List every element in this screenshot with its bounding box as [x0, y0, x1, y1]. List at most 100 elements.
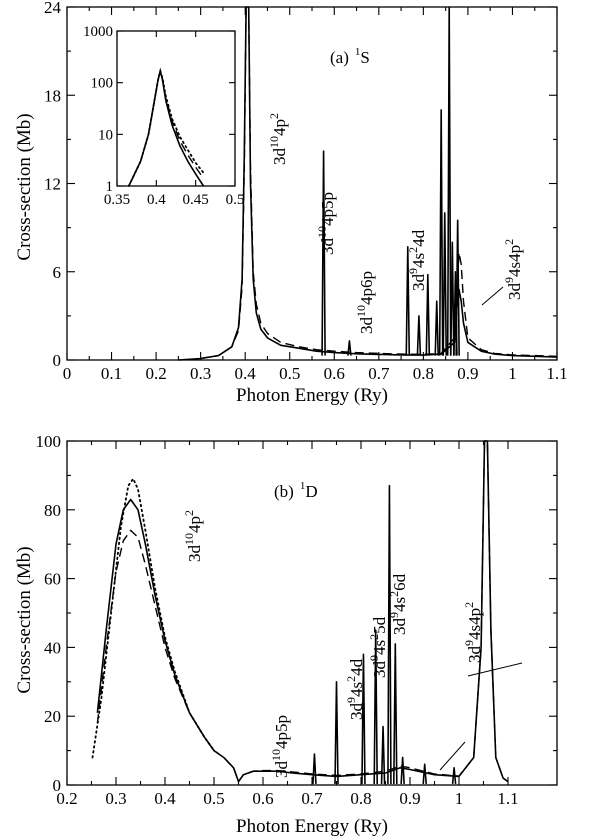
panel-b-series-solid [96, 440, 509, 783]
panel-a-ytick-label: 12 [44, 175, 61, 194]
panel-b-resonance-3 [373, 629, 378, 784]
panel-a-xtick-label: 0.4 [235, 364, 257, 383]
panel-b-resonance-9 [451, 766, 457, 785]
panel-b-annotation-4-sup2: 2 [387, 591, 401, 597]
panel-a-xtick-label: 0 [63, 364, 72, 383]
panel-a-resonance-0 [321, 150, 326, 356]
panel-a-label-letter: (a) [330, 48, 349, 67]
panel-a-xlabel: Photon Energy (Ry) [236, 385, 388, 406]
panel-b-annotation-0-sup2: 2 [182, 510, 196, 516]
panel-a-annotation-1-pre: 3d [318, 238, 337, 256]
panel-b-annotation-3-sup: 9 [367, 655, 381, 661]
panel-b-ytick-label: 100 [36, 432, 62, 451]
panel-a-ytick-label: 6 [53, 263, 62, 282]
panel-b-annotation-2: 3d94s24d [344, 658, 366, 720]
panel-a-xtick-label: 1.1 [546, 364, 567, 383]
panel-b-annotation-1-mid: 4p5p [272, 715, 291, 749]
panel-b-resonance-6 [393, 643, 398, 784]
panel-b-xtick-label: 1.1 [497, 789, 518, 808]
panel-a-ytick-label: 0 [53, 351, 62, 370]
panel-b-annotation-1-pre: 3d [272, 761, 291, 779]
panel-b-annotation-1-sup: 10 [269, 749, 283, 761]
panel-b-xtick-label: 0.9 [399, 789, 420, 808]
panel-a-resonance-4 [425, 273, 431, 356]
panel-b-annotation-2-sup2: 2 [344, 676, 358, 682]
panel-b-annotation-3-mid: 4s [370, 640, 389, 655]
panel-a-xtick-label: 0.9 [457, 364, 478, 383]
panel-a-xtick-label: 0.3 [190, 364, 211, 383]
panel-a-label: (a) 1S [330, 46, 370, 67]
panel-a-ytick-label: 18 [44, 86, 61, 105]
panel-a-resonance-1 [347, 340, 352, 356]
panel-b-annotation-4-sup: 9 [387, 612, 401, 618]
panel-b-ytick-label: 20 [44, 707, 61, 726]
panel-a-xtick-label: 0.1 [101, 364, 122, 383]
panel-a-annotation-4-sup2: 2 [502, 239, 516, 245]
inset-frame [116, 30, 236, 187]
panel-a-annotation-1-sup: 10 [315, 226, 329, 238]
panel-a-annotation-2-pre: 3d [357, 317, 376, 335]
panel-b-annotation-5-sup: 9 [462, 640, 476, 646]
inset-ytick-label: 1000 [83, 24, 113, 40]
panel-b-resonance-7 [400, 756, 405, 785]
panel-a-annotation-3-pre: 3d [409, 274, 428, 292]
panel-a-1S: Cross-section (Mb) Photon Energy (Ry) (a… [14, 0, 568, 406]
panel-a-annotation-4-mid: 4s4p [505, 245, 524, 277]
panel-b-ylabel: Cross-section (Mb) [14, 546, 35, 693]
panel-b-xtick-label: 1 [455, 789, 464, 808]
panel-a-resonance-11 [455, 219, 460, 356]
panel-a-resonance-5 [434, 300, 440, 356]
panel-a-annotation-1: 3d104p5p [315, 192, 337, 255]
inset-ytick-label: 10 [98, 127, 113, 143]
panel-b-xtick-label: 0.3 [105, 789, 126, 808]
panel-b-resonance-8 [422, 763, 427, 785]
panel-b-xtick-label: 0.6 [252, 789, 273, 808]
panel-a-xtick-label: 1 [508, 364, 517, 383]
panel-b-annotation-3-pre: 3d [370, 661, 389, 679]
panel-a-resonance-2 [405, 245, 411, 356]
panel-b-resonance-0 [312, 753, 317, 785]
panel-b-annotation-leader-2 [439, 741, 466, 771]
panel-a-annotation-0-mid: 4p [270, 119, 289, 136]
panel-b-annotation-4-post: 6d [390, 573, 409, 591]
panel-b-term-sup: 1 [300, 480, 306, 492]
panel-a-annotation-4-sup: 9 [502, 277, 516, 283]
panel-a-annotation-0: 3d104p2 [267, 113, 289, 165]
panel-b-series-dashed [96, 440, 509, 783]
panel-a-resonance-9 [450, 241, 455, 356]
panel-a-resonance-6 [438, 109, 444, 356]
panel-a-resonance-7 [442, 212, 448, 356]
panel-b-annotation-4: 3d94s26d [387, 573, 409, 635]
panel-b-annotation-3-sup2: 2 [367, 634, 381, 640]
panel-b-resonance-4 [380, 725, 386, 784]
panel-b-annotation-5-mid: 4s4p [465, 608, 484, 640]
panel-b-label: (b) 1D [274, 480, 318, 501]
panel-b-annotation-5-sup2: 2 [462, 602, 476, 608]
panel-b-annotation-0: 3d104p2 [182, 510, 204, 562]
panel-a-annotation-0-sup: 10 [267, 136, 281, 148]
panel-b-annotation-3: 3d94s25d [367, 616, 389, 678]
panel-b-resonance-2 [361, 653, 366, 784]
panel-b-annotation-1: 3d104p5p [269, 715, 291, 778]
panel-b-xtick-label: 0.7 [301, 789, 323, 808]
panel-b-annotation-2-post: 4d [347, 658, 366, 676]
panel-b-annotation-3-post: 5d [370, 616, 389, 634]
panel-b-xlabel: Photon Energy (Ry) [236, 816, 388, 836]
inset-series-dotted [127, 67, 205, 187]
panel-b-resonance-5 [387, 484, 392, 784]
panel-a-ylabel: Cross-section (Mb) [14, 113, 35, 260]
panel-b-annotation-5-pre: 3d [465, 646, 484, 664]
panel-b-ytick-label: 60 [44, 570, 61, 589]
panel-a-xtick-label: 0.2 [145, 364, 166, 383]
inset-xtick-label: 0.35 [104, 192, 130, 208]
panel-b-annotation-2-pre: 3d [347, 703, 366, 721]
panel-b-xtick-label: 0.4 [154, 789, 176, 808]
panel-b-resonance-1 [334, 680, 339, 784]
panel-b-ytick-label: 40 [44, 638, 61, 657]
panel-b-ytick-label: 80 [44, 501, 61, 520]
panel-a-annotation-0-pre: 3d [270, 148, 289, 166]
panel-a-series-dashed [200, 6, 558, 360]
panel-b-annotation-0-mid: 4p [185, 516, 204, 533]
panel-a-annotation-0-sup2: 2 [267, 113, 281, 119]
